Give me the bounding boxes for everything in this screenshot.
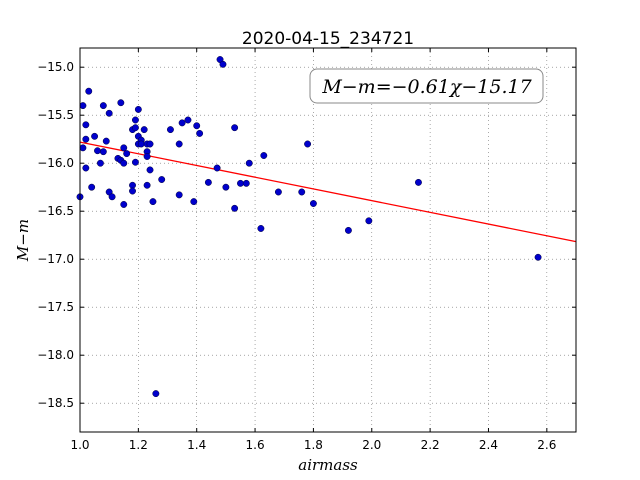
data-point: [108, 193, 116, 201]
data-point: [298, 188, 306, 196]
data-point: [365, 217, 373, 225]
data-point: [158, 176, 166, 183]
data-point: [79, 144, 87, 152]
data-point: [79, 102, 87, 110]
data-point: [190, 198, 198, 206]
data-point: [146, 140, 154, 148]
y-tick-label: −18.5: [37, 396, 74, 410]
data-point: [309, 200, 317, 207]
data-point: [231, 124, 239, 132]
data-point: [120, 159, 128, 167]
data-point: [94, 147, 101, 155]
data-point: [193, 122, 201, 130]
equation-text: M−m=−0.61χ−15.17: [321, 76, 532, 98]
data-point: [123, 150, 131, 158]
data-point: [196, 129, 204, 137]
data-point: [213, 164, 221, 172]
x-tick-label: 2.2: [421, 438, 440, 452]
data-point: [99, 148, 107, 156]
x-tick-label: 1.4: [187, 438, 206, 452]
data-point: [134, 105, 142, 113]
data-point: [137, 140, 145, 148]
data-point: [344, 226, 352, 234]
data-point: [219, 60, 227, 68]
fit-line-layer: [79, 141, 577, 243]
y-tick-label: −17.0: [37, 252, 74, 266]
data-point: [102, 137, 110, 145]
data-point: [175, 191, 183, 199]
y-tick-label: −17.5: [37, 300, 74, 314]
data-point: [96, 159, 104, 167]
data-point: [82, 164, 90, 172]
data-point: [88, 183, 96, 191]
data-points: [76, 56, 542, 398]
x-tick-label: 1.2: [129, 438, 148, 452]
x-tick-label: 1.6: [246, 438, 265, 452]
plot-frame: [79, 47, 577, 433]
data-point: [166, 126, 174, 134]
data-point: [146, 166, 154, 174]
data-point: [152, 390, 160, 398]
chart-title: 2020-04-15_234721: [242, 29, 414, 49]
data-point: [274, 188, 282, 196]
data-point: [534, 253, 542, 261]
data-point: [242, 179, 250, 187]
data-point: [99, 102, 107, 110]
data-point: [414, 178, 422, 186]
data-point: [175, 140, 183, 148]
data-point: [245, 159, 253, 167]
y-tick-label: −15.5: [37, 108, 74, 122]
data-point: [129, 181, 136, 189]
data-point: [120, 201, 128, 208]
data-point: [143, 153, 151, 160]
equation-box: [309, 68, 544, 104]
data-point: [105, 109, 113, 117]
data-point: [131, 158, 139, 166]
data-point: [204, 178, 212, 186]
grid-lines: [79, 48, 576, 432]
data-point: [117, 99, 125, 107]
y-tick-label: −16.5: [37, 204, 74, 218]
y-tick-label: −18.0: [37, 348, 74, 362]
x-tick-label: 1.8: [304, 438, 323, 452]
equation-annotation: M−m=−0.61χ−15.17: [309, 68, 544, 104]
data-point: [149, 198, 157, 206]
x-tick-label: 2.4: [479, 438, 498, 452]
x-axis-label: airmass: [298, 456, 358, 474]
data-point: [184, 116, 192, 124]
fit-line: [79, 141, 577, 243]
y-axis-label: M−m: [14, 219, 32, 262]
data-point: [304, 140, 312, 148]
data-point: [178, 119, 186, 127]
data-point: [131, 124, 139, 132]
data-point: [231, 204, 239, 212]
x-tick-label: 2.6: [537, 438, 556, 452]
data-point: [129, 187, 136, 195]
y-tick-label: −15.0: [37, 60, 74, 74]
data-point: [82, 121, 90, 129]
data-point: [91, 132, 99, 140]
data-point: [131, 116, 139, 124]
data-point: [120, 144, 128, 152]
data-point: [260, 152, 268, 159]
data-point: [85, 87, 93, 95]
data-point: [143, 181, 151, 189]
x-tick-label: 2.0: [362, 438, 381, 452]
data-point: [82, 135, 90, 143]
x-tick-label: 1.0: [70, 438, 89, 452]
data-point: [257, 225, 265, 232]
data-point: [237, 179, 244, 187]
data-point: [140, 126, 148, 134]
data-point: [222, 183, 230, 191]
y-tick-label: −16.0: [37, 156, 74, 170]
y-axis-ticks: −15.0 −15.5 −16.0 −16.5 −17.0 −17.5 −18.0 −18.5: [37, 60, 576, 410]
